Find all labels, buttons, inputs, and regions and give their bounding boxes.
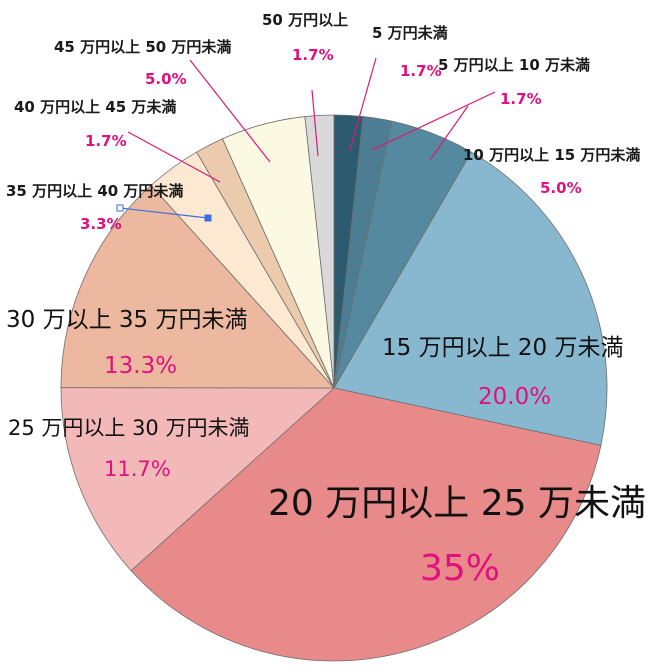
slice-label-9: 45 万円以上 50 万円未満 bbox=[54, 38, 231, 56]
slice-label-2: 10 万円以上 15 万円未満 bbox=[463, 146, 640, 164]
slice-percent-5: 11.7% bbox=[104, 457, 171, 481]
leader-line-2 bbox=[429, 105, 469, 161]
pie-slices bbox=[60, 114, 608, 662]
leader-handle-start[interactable] bbox=[116, 204, 124, 212]
leader-lines bbox=[116, 57, 496, 222]
pie-slice-4 bbox=[130, 387, 602, 662]
slice-label-8: 40 万円以上 45 万未満 bbox=[14, 98, 176, 116]
slice-percent-7: 3.3% bbox=[80, 215, 122, 233]
slice-percent-9: 5.0% bbox=[145, 70, 187, 88]
slice-label-10: 50 万円以上 bbox=[262, 11, 348, 29]
slice-label-4: 20 万円以上 25 万未満 bbox=[268, 483, 646, 524]
slice-percent-6: 13.3% bbox=[104, 353, 177, 379]
slice-label-3: 15 万円以上 20 万未満 bbox=[382, 335, 623, 361]
slice-label-1: 5 万円以上 10 万未満 bbox=[438, 56, 590, 74]
slice-percent-2: 5.0% bbox=[540, 179, 582, 197]
pie-slice-10 bbox=[304, 114, 335, 389]
slice-label-5: 25 万円以上 30 万円未満 bbox=[8, 416, 249, 440]
leader-line-1 bbox=[371, 91, 496, 151]
pie-slice-3 bbox=[333, 151, 608, 446]
slice-label-6: 30 万以上 35 万円未満 bbox=[6, 307, 247, 333]
leader-line-9 bbox=[189, 59, 271, 163]
slice-percent-10: 1.7% bbox=[292, 46, 334, 64]
slice-percent-1: 1.7% bbox=[500, 90, 542, 108]
pie-slice-6 bbox=[60, 184, 335, 389]
leader-handle-end[interactable] bbox=[204, 214, 212, 222]
slice-percent-8: 1.7% bbox=[85, 132, 127, 150]
leader-line-8 bbox=[127, 131, 221, 183]
slice-percent-4: 35% bbox=[420, 548, 500, 589]
pie-slice-5 bbox=[60, 387, 336, 572]
slice-percent-0: 1.7% bbox=[400, 62, 442, 80]
slice-label-0: 5 万円未満 bbox=[372, 24, 448, 42]
leader-line-7 bbox=[119, 207, 209, 219]
leader-line-0 bbox=[349, 57, 377, 151]
leader-line-10 bbox=[311, 89, 319, 157]
slice-percent-3: 20.0% bbox=[478, 384, 551, 410]
slice-label-7: 35 万円以上 40 万円未満 bbox=[6, 182, 183, 200]
